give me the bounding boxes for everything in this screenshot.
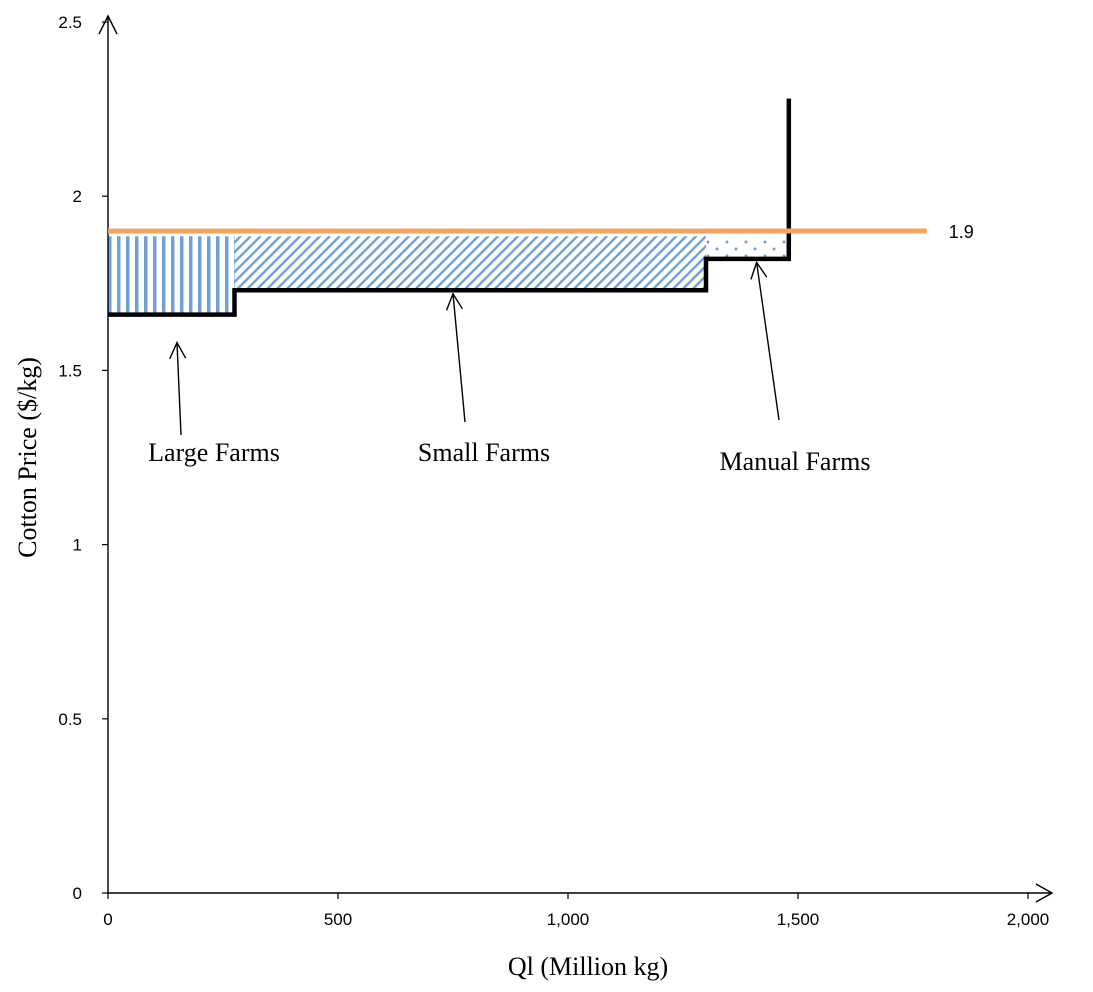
hatched-region-vertical-lines (108, 236, 235, 315)
axes (98, 14, 1054, 903)
series (108, 98, 927, 317)
x-tick-label: 0 (103, 910, 112, 929)
x-tick-label: 1,000 (547, 910, 590, 929)
x-tick-label: 2,000 (1007, 910, 1050, 929)
hatched-region-dots (706, 236, 789, 259)
annotation-arrow-shaft (176, 342, 182, 436)
annotation-arrowhead (445, 292, 464, 311)
y-tick-label: 0 (73, 884, 82, 903)
hatched-regions (108, 236, 789, 315)
annotation-label: Large Farms (148, 438, 280, 467)
y-tick-label: 1.5 (58, 361, 82, 380)
annotation-label: Manual Farms (720, 447, 871, 476)
axis-ticks: 0 500 1,000 1,500 2,000 0 0.5 1 1.5 2 2.5 (58, 13, 1049, 929)
annotation-label: Small Farms (418, 438, 550, 467)
annotation-arrow-shaft (452, 293, 466, 423)
annotation-arrow-shaft (755, 262, 780, 421)
x-tick-label: 500 (324, 910, 352, 929)
price-line-label: 1.9 (949, 222, 974, 242)
supply-curve (108, 98, 792, 317)
annotation-arrowhead (750, 260, 768, 280)
y-tick-label: 2 (73, 187, 82, 206)
y-tick-label: 0.5 (58, 710, 82, 729)
annotations: Large Farms Small Farms Manual Farms (148, 260, 871, 476)
annotation-arrowhead (169, 340, 187, 360)
hatched-region-diagonal-lines (234, 236, 706, 291)
y-tick-label: 2.5 (58, 13, 82, 32)
x-tick-label: 1,500 (777, 910, 820, 929)
y-tick-label: 1 (73, 536, 82, 555)
x-axis-title: Ql (Million kg) (508, 952, 668, 981)
y-axis-arrowhead (98, 14, 118, 35)
y-axis-title: Cotton Price ($/kg) (13, 357, 42, 558)
x-axis-arrowhead (1035, 883, 1054, 903)
